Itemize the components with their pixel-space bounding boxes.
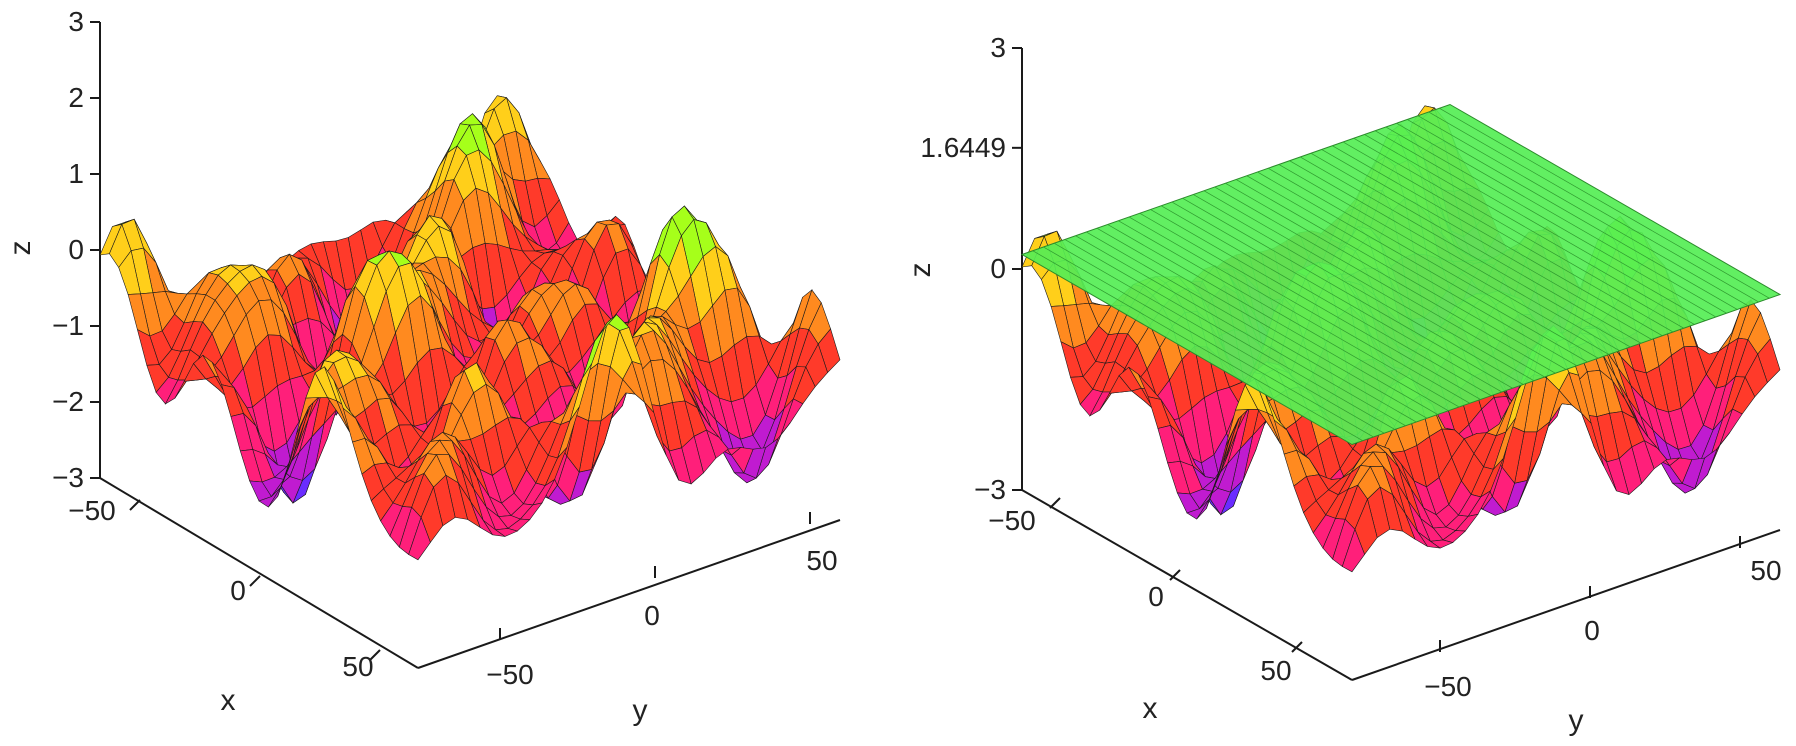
x-tick-label: 50 bbox=[1260, 655, 1291, 686]
x-tick-label: −50 bbox=[68, 495, 116, 526]
y-axis-line bbox=[417, 519, 841, 669]
plane-grid-line bbox=[1428, 111, 1759, 303]
plane-grid-line bbox=[1235, 179, 1567, 370]
plane-grid-line bbox=[1353, 137, 1684, 329]
surface-patch bbox=[408, 516, 431, 561]
plane-grid-line bbox=[1193, 194, 1524, 385]
z-axis-label: z bbox=[4, 241, 37, 256]
x-axis-label: x bbox=[221, 684, 236, 717]
x-tick-label: −50 bbox=[988, 505, 1036, 536]
plane-grid-line bbox=[1064, 239, 1395, 430]
z-tick-label: 1.6449 bbox=[920, 132, 1006, 163]
y-tick-label: 50 bbox=[1750, 555, 1781, 586]
plane-grid-line bbox=[1385, 126, 1716, 318]
plane-grid-line bbox=[1053, 242, 1385, 434]
surface-patch bbox=[459, 113, 483, 126]
y-tick-label: 0 bbox=[1584, 615, 1600, 646]
x-axis-label: x bbox=[1143, 692, 1158, 725]
z-tick-label: −3 bbox=[52, 462, 84, 493]
surface-patch bbox=[1341, 528, 1365, 573]
plane-grid-line bbox=[1374, 130, 1706, 322]
plane-grid-line bbox=[1171, 201, 1502, 393]
plane-grid-line bbox=[1118, 220, 1449, 412]
z-tick-label: 1 bbox=[68, 158, 84, 189]
x-tick-mark bbox=[1169, 569, 1181, 581]
x-tick-mark bbox=[1049, 497, 1061, 509]
z-tick-label: −1 bbox=[52, 310, 84, 341]
threshold-plane bbox=[1020, 103, 1782, 446]
plane-grid-line bbox=[1332, 145, 1663, 337]
x-axis-line bbox=[1021, 489, 1353, 681]
z-tick-label: −2 bbox=[52, 386, 84, 417]
z-tick-label: −3 bbox=[974, 474, 1006, 505]
plane-grid-line bbox=[1364, 134, 1695, 325]
plane-grid-line bbox=[1257, 171, 1588, 363]
y-axis-line bbox=[1351, 529, 1781, 681]
z-tick-label: 0 bbox=[990, 253, 1006, 284]
z-tick-label: 3 bbox=[990, 32, 1006, 63]
x-tick-mark bbox=[249, 575, 261, 587]
plane-grid-line bbox=[1225, 182, 1556, 374]
y-tick-label: −50 bbox=[486, 659, 534, 690]
x-tick-mark bbox=[129, 499, 141, 511]
plane-grid-line bbox=[1043, 246, 1374, 438]
z-tick-label: 3 bbox=[68, 6, 84, 37]
y-tick-label: −50 bbox=[1424, 671, 1472, 702]
x-tick-mark bbox=[369, 649, 381, 661]
plane-grid-line bbox=[1107, 224, 1438, 415]
surface-mesh bbox=[99, 95, 841, 561]
plane-grid-line bbox=[1342, 141, 1674, 333]
plane-grid-line bbox=[1407, 119, 1738, 310]
y-tick-label: 0 bbox=[644, 600, 660, 631]
x-tick-label: 0 bbox=[1148, 581, 1164, 612]
plane-grid-line bbox=[1032, 250, 1363, 442]
x-tick-label: 0 bbox=[230, 575, 246, 606]
plane-grid-line bbox=[1300, 156, 1631, 348]
y-axis-label: y bbox=[633, 694, 648, 727]
plane-grid-line bbox=[1128, 216, 1460, 408]
plane-grid-line bbox=[1075, 235, 1406, 427]
x-axis-line bbox=[99, 477, 419, 669]
plane-grid-line bbox=[1246, 175, 1577, 367]
plane-grid-line bbox=[1267, 167, 1599, 359]
plane-grid-line bbox=[1139, 212, 1470, 404]
z-tick-label: 0 bbox=[68, 234, 84, 265]
plane-grid-line bbox=[1150, 209, 1481, 400]
plane-grid-line bbox=[1182, 197, 1513, 389]
plane-grid-line bbox=[1289, 160, 1620, 352]
y-tick-label: 50 bbox=[806, 545, 837, 576]
y-axis-label: y bbox=[1569, 704, 1584, 737]
z-tick-label: 2 bbox=[68, 82, 84, 113]
z-axis-label: z bbox=[904, 263, 937, 278]
plane-grid-line bbox=[1214, 186, 1545, 378]
x-tick-label: 50 bbox=[342, 651, 373, 682]
plane-grid-line bbox=[1417, 115, 1749, 307]
plane-grid-line bbox=[1396, 122, 1727, 314]
plane-grid-line bbox=[1203, 190, 1535, 382]
plane-grid-line bbox=[1439, 107, 1770, 299]
plane-grid-line bbox=[1321, 149, 1652, 340]
x-tick-mark bbox=[1291, 641, 1303, 653]
plane-grid-line bbox=[1160, 205, 1492, 397]
plane-grid-line bbox=[1086, 231, 1417, 423]
plane-grid-line bbox=[1310, 152, 1642, 344]
plane-grid-line bbox=[1278, 164, 1609, 355]
plane-grid-line bbox=[1096, 227, 1428, 419]
